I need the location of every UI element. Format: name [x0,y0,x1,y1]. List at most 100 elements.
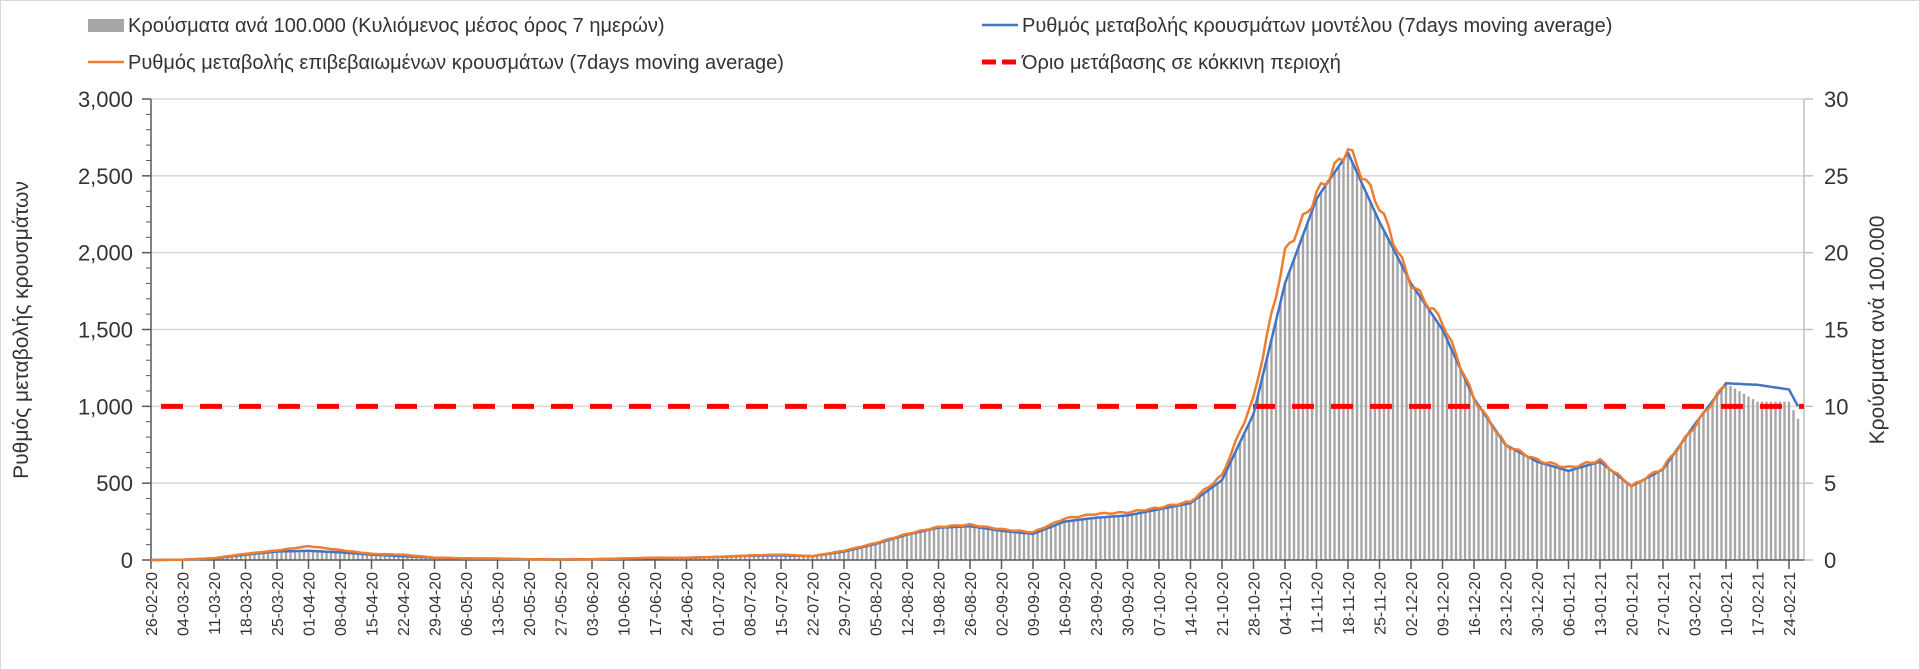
bar [284,550,288,560]
bar [1477,405,1480,560]
x-tick-label: 25-11-20 [1373,572,1390,635]
x-tick-label: 15-04-20 [365,572,382,636]
bar [955,526,958,560]
bar [392,554,396,560]
bar [932,528,936,560]
bar [1306,223,1309,560]
bar [1760,401,1764,560]
bar [280,550,283,560]
bar [1423,303,1426,560]
x-tick-label: 01-04-20 [302,572,319,636]
x-tick-label: 21-10-20 [1215,572,1232,636]
bar [383,554,387,560]
bar [1031,533,1035,560]
bar [1162,508,1165,560]
bar [1657,471,1660,560]
bar [1630,486,1633,560]
bar [725,556,729,560]
bar [1549,465,1552,560]
x-tick-label: 18-03-20 [239,572,256,636]
bar [1742,393,1746,560]
bar [941,527,945,560]
bar [1211,486,1215,560]
bar [1198,496,1201,560]
x-tick-label: 19-08-20 [932,572,949,636]
bar [1175,505,1179,560]
bar [1450,349,1453,560]
bar [937,527,940,560]
bar [1675,450,1678,560]
bar [1108,516,1111,560]
bar [406,555,409,560]
x-tick-label: 17-06-20 [648,572,665,636]
bar [239,554,243,560]
bar [1364,192,1368,561]
bar [1486,418,1489,560]
bar [1009,531,1012,560]
bar [1126,515,1129,560]
bar [1045,528,1048,560]
bar [1684,437,1687,560]
y-tick-label-left: 500 [96,471,133,496]
bar [1333,172,1336,561]
bar [1229,461,1233,560]
bar [410,555,414,560]
bar [721,556,724,560]
bar [1531,459,1534,560]
bar [1279,302,1282,560]
x-tick-label: 22-04-20 [396,572,413,636]
bar [1027,533,1030,560]
bar [1769,401,1773,560]
bar [1153,510,1156,560]
bar [856,549,859,560]
x-tick-label: 13-01-21 [1593,572,1610,636]
bar [1373,212,1377,561]
x-tick-label: 07-10-20 [1152,572,1169,636]
bar [730,556,733,560]
bar [1738,391,1741,560]
bar [1720,389,1723,560]
bar [784,555,787,560]
y-tick-label-left: 1,000 [78,394,133,419]
bar [347,552,351,560]
bar [1207,489,1210,560]
x-tick-label: 16-12-20 [1467,572,1484,636]
legend-label-model: Ρυθμός μεταβολής κρουσμάτων μοντέλου (7d… [1022,15,1612,37]
bar [973,526,976,560]
x-tick-label: 06-05-20 [459,572,476,636]
bar [1252,414,1255,560]
bar [1567,470,1570,560]
bar [833,553,837,560]
x-tick-label: 11-03-20 [207,572,224,635]
bar [1144,511,1147,560]
x-tick-label: 02-12-20 [1404,572,1421,636]
bar [1571,469,1575,560]
x-tick-label: 24-06-20 [680,572,697,636]
bar [289,550,292,560]
bar [1490,424,1494,560]
bar [361,553,364,560]
bar [1202,493,1206,560]
x-tick-label: 09-09-20 [1026,572,1043,636]
bar [1414,289,1417,560]
bar [1625,482,1629,560]
bar [752,555,756,560]
bar [1189,503,1192,560]
x-tick-label: 22-07-20 [806,572,823,636]
x-tick-label: 10-06-20 [617,572,634,636]
x-tick-label: 29-07-20 [837,572,854,636]
bar [1040,530,1044,560]
bar [1063,521,1066,560]
bar [329,551,333,560]
bar [1004,531,1008,560]
bar [1454,359,1458,560]
bar [1049,526,1053,560]
bar [1112,516,1116,560]
y-tick-label-right: 20 [1824,241,1848,266]
y-tick-label-right: 5 [1824,471,1836,496]
bar [1310,210,1314,560]
bar [1378,221,1381,560]
bar [901,536,904,560]
bar [343,552,346,560]
bar [325,551,328,560]
